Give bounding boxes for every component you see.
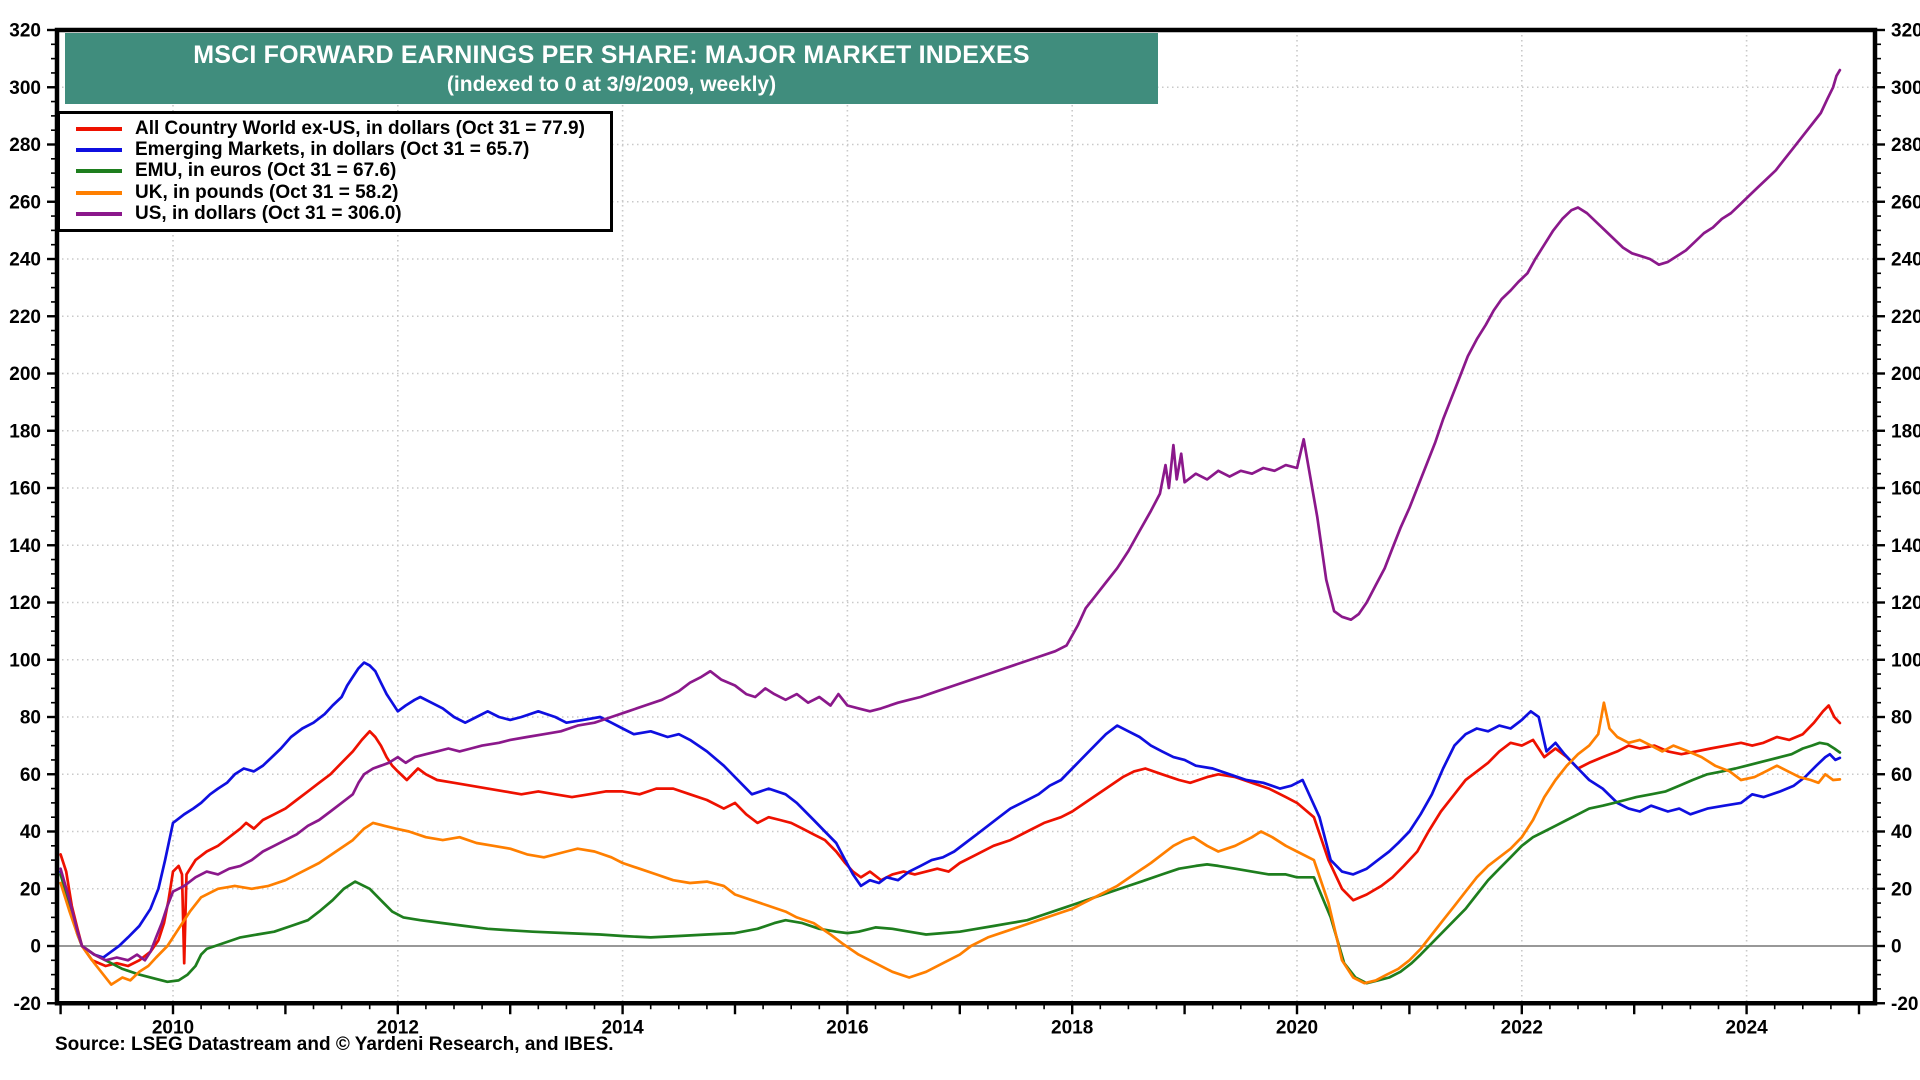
x-axis-label: 2016: [826, 1017, 868, 1038]
legend-swatch-red: [76, 126, 122, 131]
y-axis-label-left: 200: [9, 364, 41, 385]
chart-title-bar: MSCI FORWARD EARNINGS PER SHARE: MAJOR M…: [65, 33, 1158, 104]
y-axis-label-left: -20: [14, 994, 41, 1015]
x-axis-label: 2018: [1051, 1017, 1093, 1038]
y-axis-label-left: 140: [9, 536, 41, 557]
y-axis-label-right: 20: [1891, 879, 1912, 900]
y-axis-label-right: 120: [1891, 593, 1920, 614]
legend-swatch-orange: [76, 190, 122, 195]
legend: All Country World ex-US, in dollars (Oct…: [57, 111, 613, 232]
legend-item-uk: UK, in pounds (Oct 31 = 58.2): [60, 182, 610, 203]
source-note: Source: LSEG Datastream and © Yardeni Re…: [55, 1034, 614, 1055]
series-line-emu: [59, 741, 1842, 985]
y-axis-label-left: 260: [9, 192, 41, 213]
y-axis-label-right: 280: [1891, 135, 1920, 156]
y-axis-label-left: 160: [9, 479, 41, 500]
legend-label: Emerging Markets, in dollars (Oct 31 = 6…: [135, 139, 530, 161]
y-axis-label-left: 300: [9, 78, 41, 99]
legend-item-acw-ex-us: All Country World ex-US, in dollars (Oct…: [60, 118, 610, 139]
y-axis-label-left: 40: [20, 822, 41, 843]
legend-item-us: US, in dollars (Oct 31 = 306.0): [60, 203, 610, 225]
legend-label: EMU, in euros (Oct 31 = 67.6): [135, 160, 397, 182]
x-axis-label: 2010: [152, 1017, 194, 1038]
y-axis-label-left: 180: [9, 421, 41, 442]
series-line-us: [59, 68, 1842, 962]
y-axis-label-right: 160: [1891, 479, 1920, 500]
legend-item-emu: EMU, in euros (Oct 31 = 67.6): [60, 160, 610, 182]
y-axis-label-right: 300: [1891, 78, 1920, 99]
y-axis-label-right: 220: [1891, 307, 1920, 328]
y-axis-label-right: 0: [1891, 937, 1902, 958]
y-axis-label-left: 220: [9, 307, 41, 328]
y-axis-label-left: 280: [9, 135, 41, 156]
plot-frame: [54, 27, 1878, 1006]
legend-label: US, in dollars (Oct 31 = 306.0): [135, 203, 402, 225]
legend-label: UK, in pounds (Oct 31 = 58.2): [135, 181, 399, 203]
series-line-emerging-markets: [59, 661, 1842, 959]
legend-item-emerging-markets: Emerging Markets, in dollars (Oct 31 = 6…: [60, 139, 610, 161]
x-axis-label: 2014: [601, 1017, 644, 1038]
y-axis-label-right: 140: [1891, 536, 1920, 557]
y-axis-label-left: 240: [9, 250, 41, 271]
series-lines: [59, 68, 1842, 986]
y-axis-label-left: 60: [20, 765, 41, 786]
x-axis-label: 2022: [1501, 1017, 1543, 1038]
series-line-uk: [59, 701, 1842, 986]
y-axis-label-left: 320: [9, 21, 41, 42]
x-axis-label: 2020: [1276, 1017, 1318, 1038]
y-axis-label-left: 120: [9, 593, 41, 614]
legend-label: All Country World ex-US, in dollars (Oct…: [135, 117, 585, 139]
y-axis-label-left: 0: [30, 937, 41, 958]
y-axis-label-left: 100: [9, 650, 41, 671]
y-axis-label-right: 240: [1891, 250, 1920, 271]
series-line-all-country-world-ex-us: [59, 704, 1842, 968]
y-axis-label-right: 260: [1891, 192, 1920, 213]
legend-swatch-blue: [76, 148, 122, 153]
x-axis-label: 2012: [377, 1017, 419, 1038]
gridlines: [57, 30, 1875, 1004]
chart-subtitle: (indexed to 0 at 3/9/2009, weekly): [446, 72, 777, 96]
x-axis-label: 2024: [1725, 1017, 1768, 1038]
y-axis-label-right: 80: [1891, 708, 1912, 729]
y-axis-label-right: 40: [1891, 822, 1912, 843]
y-axis-label-right: 100: [1891, 650, 1920, 671]
legend-swatch-green: [76, 169, 122, 174]
y-axis-label-right: 320: [1891, 21, 1920, 42]
legend-swatch-purple: [76, 212, 122, 217]
y-axis-label-left: 80: [20, 708, 41, 729]
y-axis-label-right: 200: [1891, 364, 1920, 385]
chart-title: MSCI FORWARD EARNINGS PER SHARE: MAJOR M…: [193, 41, 1030, 70]
y-axis-label-right: -20: [1891, 994, 1918, 1015]
y-axis-label-right: 180: [1891, 421, 1920, 442]
y-axis-label-left: 20: [20, 879, 41, 900]
y-axis-label-right: 60: [1891, 765, 1912, 786]
